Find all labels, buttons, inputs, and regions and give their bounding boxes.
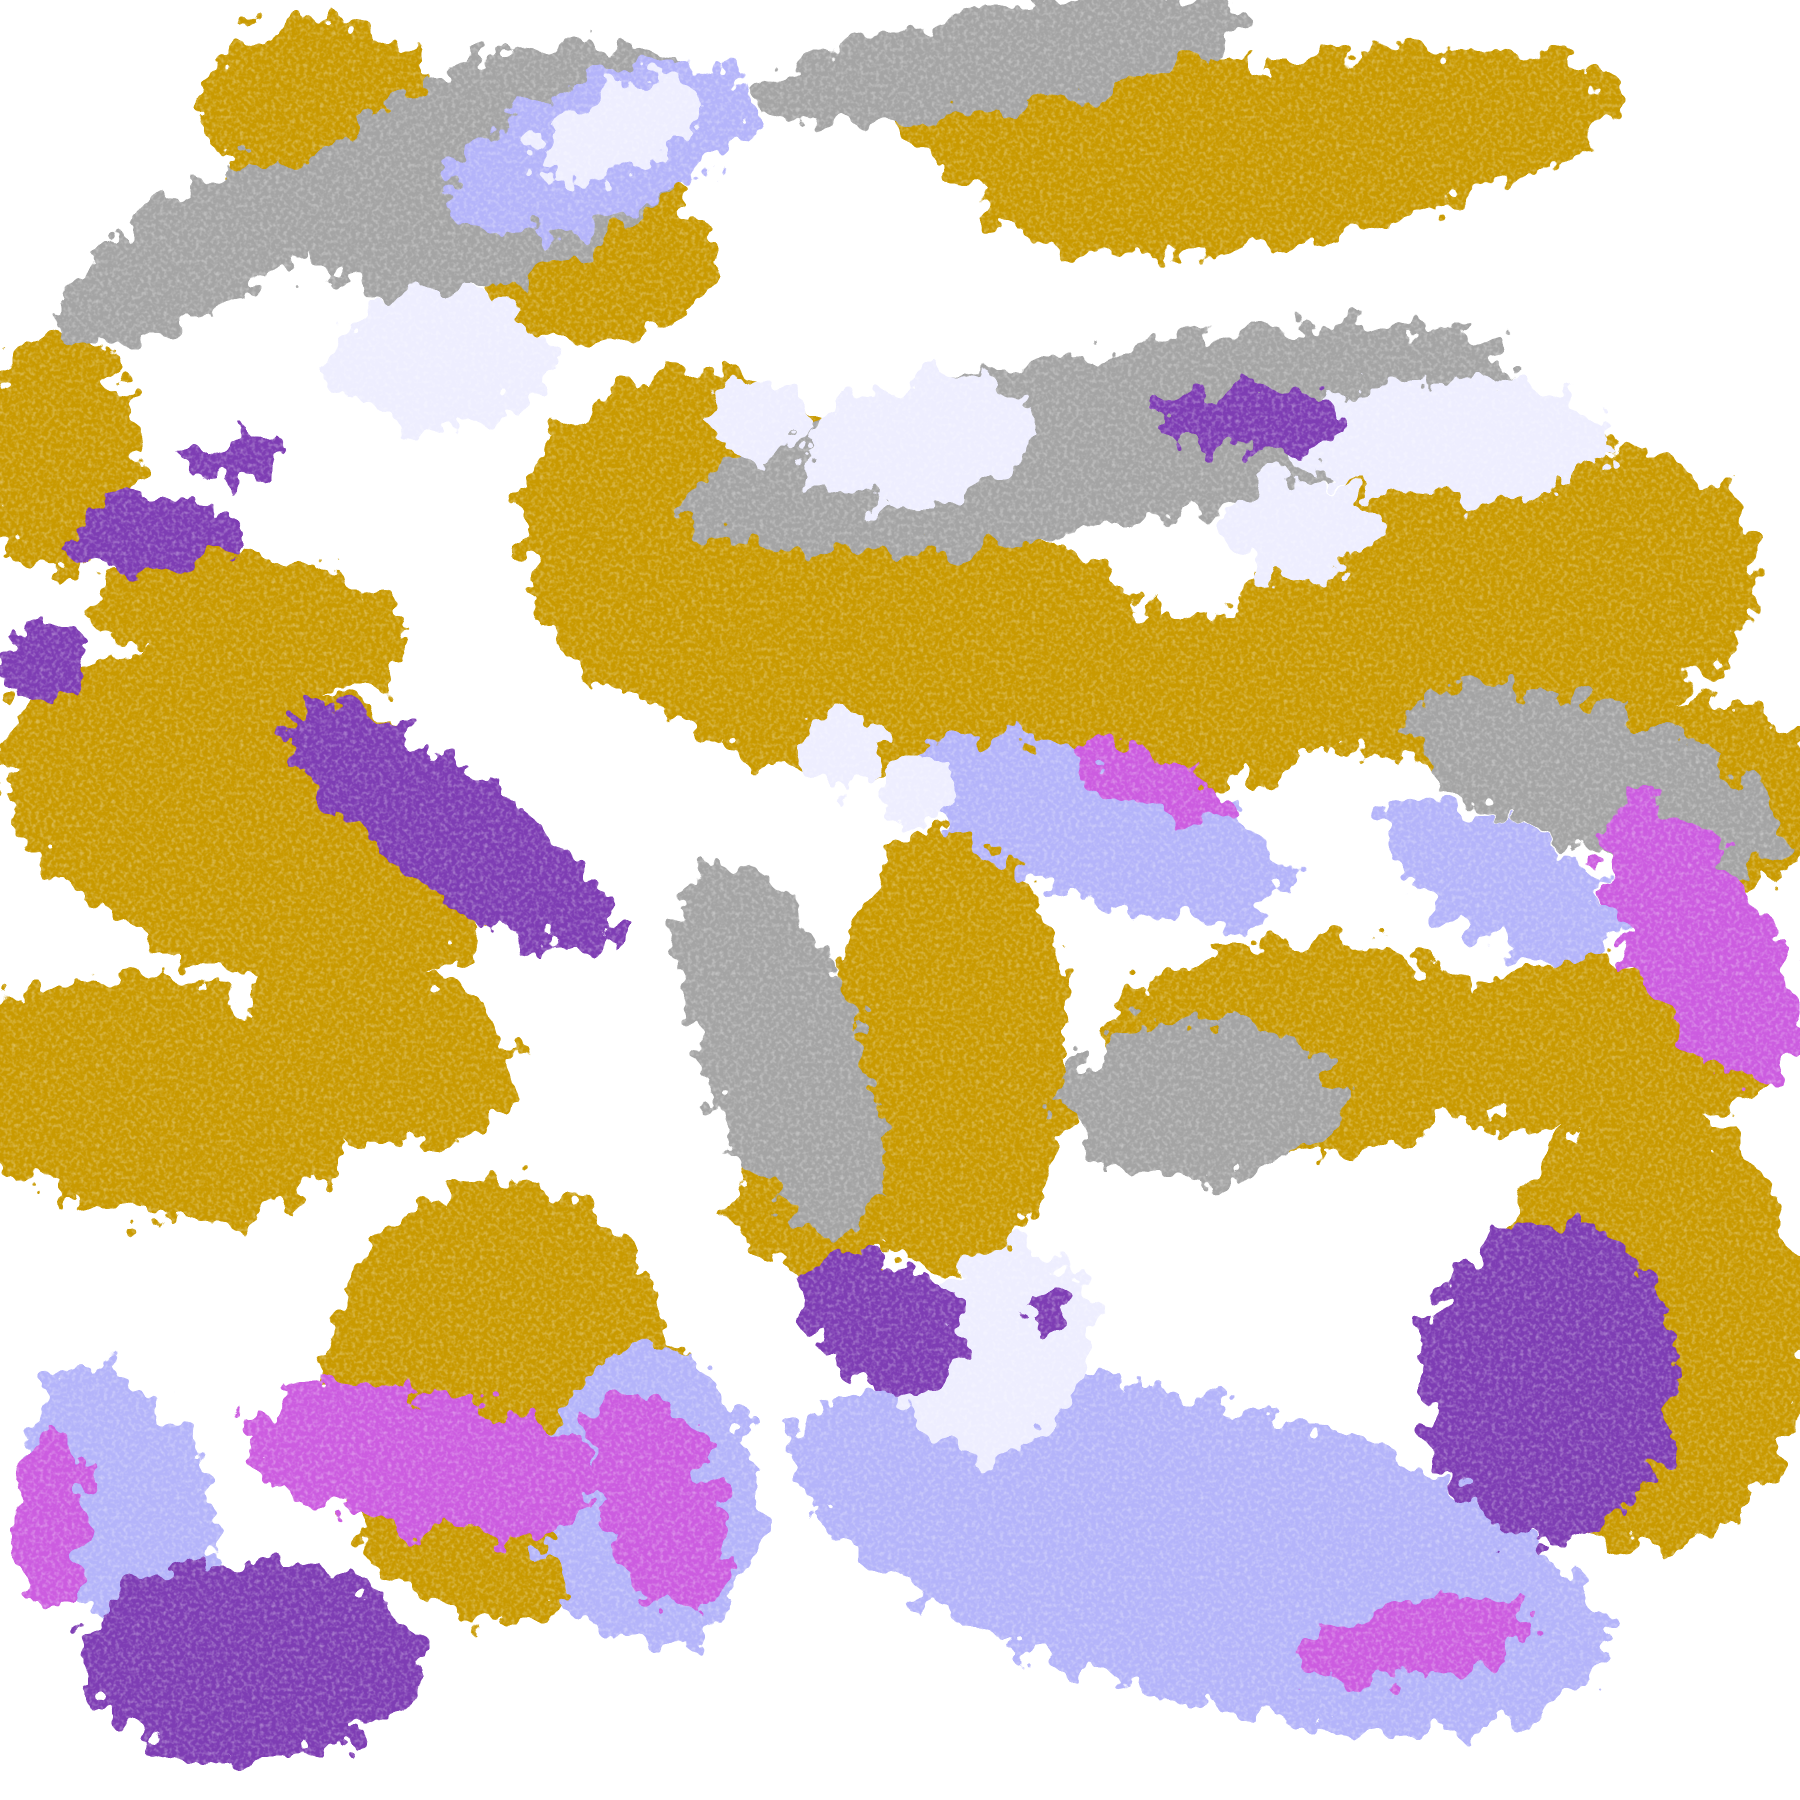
speckle-texture bbox=[0, 0, 1800, 1800]
cloud-imagery-layer bbox=[0, 0, 1800, 1800]
satellite-map bbox=[0, 0, 1800, 1800]
